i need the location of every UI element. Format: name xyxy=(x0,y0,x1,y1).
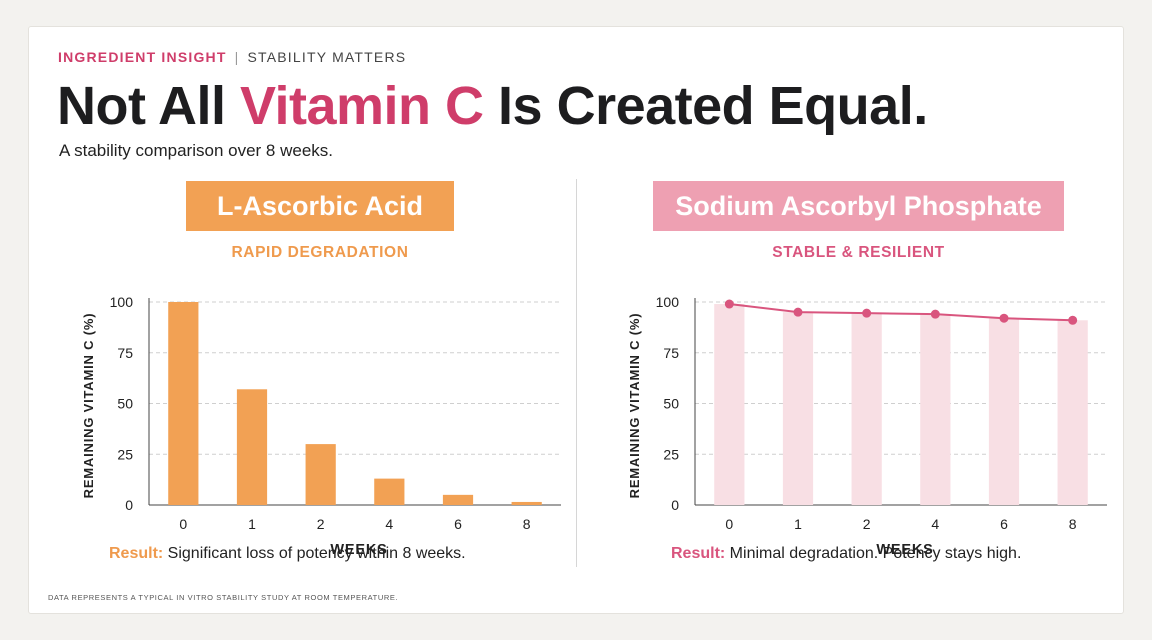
data-point xyxy=(1068,315,1078,325)
panel-b-result: Result: Minimal degradation. Potency sta… xyxy=(671,545,1021,563)
title-part-1: Not All xyxy=(57,76,240,136)
bar-shade xyxy=(782,312,814,505)
bar xyxy=(305,444,336,505)
chart-sodium-ascorbyl-phosphate: 0 25 50 75 100 0 1 2 4 6 8 WEEKS REMAINING VITAMIN C… xyxy=(593,253,1113,568)
x-tick-label: 8 xyxy=(523,516,531,532)
bar xyxy=(168,302,199,505)
x-tick-label: 4 xyxy=(385,516,393,532)
infographic-card: INGREDIENT INSIGHT | STABILITY MATTERS Not… xyxy=(28,26,1124,614)
x-tick-label: 1 xyxy=(248,516,256,532)
panel-divider xyxy=(576,179,577,567)
bar-shade xyxy=(714,304,745,505)
data-point xyxy=(724,299,734,309)
x-tick-label: 0 xyxy=(725,516,733,532)
x-tick-label: 4 xyxy=(931,516,939,532)
eyebrow-subtitle: STABILITY MATTERS xyxy=(247,49,407,65)
y-tick-label: 100 xyxy=(110,294,134,310)
x-tick-label: 2 xyxy=(863,516,871,532)
chart-a-svg: 0 25 50 75 100 0 1 2 4 6 8 WEEKS REMAINING VITAMIN C… xyxy=(81,294,561,558)
footnote: DATA REPRESENTS A TYPICAL IN VITRO STABI… xyxy=(48,593,399,602)
x-tick-label: 8 xyxy=(1069,516,1077,532)
y-tick-label: 50 xyxy=(663,396,679,412)
eyebrow-separator: | xyxy=(234,49,240,65)
series-line xyxy=(729,303,1073,322)
panel-b-tag: STABLE & RESILIENT xyxy=(772,244,945,261)
panel-b-result-label: Result: xyxy=(671,545,726,562)
panel-a-result-text: Significant loss of potency within 8 wee… xyxy=(163,545,466,562)
eyebrow: INGREDIENT INSIGHT | STABILITY MATTERS xyxy=(58,49,406,65)
y-axis-label: REMAINING VITAMIN C (%) xyxy=(81,313,96,499)
data-point xyxy=(999,313,1009,323)
chart-b-svg: 0 25 50 75 100 0 1 2 4 6 8 WEEKS REMAINING VITAMIN C… xyxy=(627,294,1107,558)
page-subtitle: A stability comparison over 8 weeks. xyxy=(59,141,334,160)
bar-shade xyxy=(1057,320,1088,505)
bar xyxy=(511,501,542,505)
x-axis-label: WEEKS xyxy=(330,542,387,558)
y-tick-label: 0 xyxy=(125,497,133,513)
panel-b-title: Sodium Ascorbyl Phosphate xyxy=(653,181,1064,231)
panel-a-title: L-Ascorbic Acid xyxy=(186,181,454,231)
x-axis-label: WEEKS xyxy=(876,542,933,558)
y-tick-label: 50 xyxy=(117,396,133,412)
y-tick-label: 25 xyxy=(663,446,679,462)
page-title: Not All Vitamin C Is Created Equal. xyxy=(57,71,928,141)
bar xyxy=(236,389,268,505)
bar xyxy=(374,478,405,505)
y-tick-label: 25 xyxy=(117,446,133,462)
bar-shade xyxy=(851,313,882,505)
x-tick-label: 0 xyxy=(179,516,187,532)
bar-shade xyxy=(920,314,951,505)
x-tick-label: 6 xyxy=(1000,516,1008,532)
panel-a-result: Result: Significant loss of potency with… xyxy=(109,545,466,563)
panel-a-result-label: Result: xyxy=(109,545,164,562)
data-point xyxy=(862,308,872,318)
title-part-2: Is Created Equal. xyxy=(483,76,928,136)
chart-ascorbic-acid: 0 25 50 75 100 0 1 2 4 6 8 WEEKS REMAINING VITAMIN C… xyxy=(47,253,567,568)
x-tick-label: 2 xyxy=(317,516,325,532)
y-tick-label: 75 xyxy=(117,345,133,361)
panel-a-tag: RAPID DEGRADATION xyxy=(231,244,409,261)
bar-shade xyxy=(988,318,1020,505)
x-tick-label: 1 xyxy=(794,516,802,532)
x-tick-label: 6 xyxy=(454,516,462,532)
panel-b-result-text: Minimal degradation. Potency stays high. xyxy=(725,545,1022,562)
bar xyxy=(442,494,474,505)
title-highlight: Vitamin C xyxy=(239,76,484,136)
eyebrow-kicker: INGREDIENT INSIGHT xyxy=(58,49,227,65)
data-point xyxy=(930,309,940,319)
y-tick-label: 75 xyxy=(663,345,679,361)
y-axis-label: REMAINING VITAMIN C (%) xyxy=(627,313,642,499)
y-tick-label: 100 xyxy=(656,294,680,310)
data-point xyxy=(793,307,803,317)
y-tick-label: 0 xyxy=(671,497,679,513)
